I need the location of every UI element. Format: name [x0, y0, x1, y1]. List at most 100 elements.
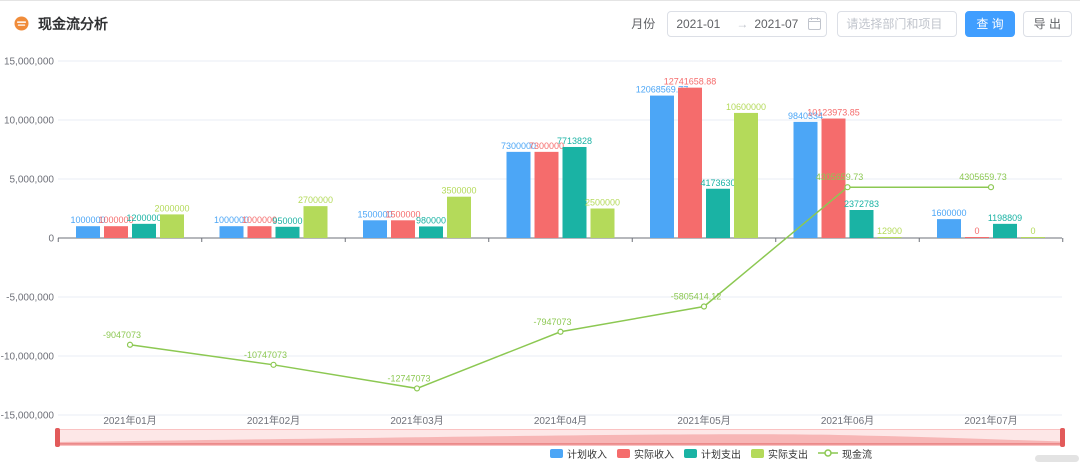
chart-bar[interactable]	[160, 214, 184, 238]
x-axis-category-label: 2021年02月	[247, 414, 300, 427]
legend-swatch	[751, 448, 764, 458]
chart-bar[interactable]	[447, 196, 471, 238]
export-button[interactable]: 导 出	[1022, 10, 1072, 37]
calendar-icon	[808, 17, 822, 30]
date-start-input[interactable]	[676, 16, 731, 31]
x-axis-category-label: 2021年04月	[534, 414, 587, 427]
project-select-input[interactable]	[837, 10, 958, 37]
x-axis-category-label: 2021年06月	[821, 414, 874, 427]
legend-label: 计划收入	[567, 449, 607, 461]
chart-bar[interactable]	[993, 223, 1017, 238]
chart-bar[interactable]	[506, 151, 531, 238]
datazoom-handle-right[interactable]	[1060, 428, 1065, 447]
date-end-input[interactable]	[754, 16, 809, 31]
legend-item[interactable]: 实际支出	[751, 446, 808, 461]
chart-legend: 计划收入 实际收入 计划支出 实际支出 现金流	[550, 445, 872, 461]
chart-bar[interactable]	[793, 121, 818, 238]
chart-bar[interactable]	[650, 95, 674, 238]
date-range-picker[interactable]: →	[667, 10, 828, 37]
toolbar: 现金流分析 月份 → 查 询 导 出	[0, 1, 1080, 46]
y-axis-tick-label: 5,000,000	[10, 175, 55, 186]
line-point-marker[interactable]	[126, 341, 134, 348]
chart-bar[interactable]	[104, 226, 128, 238]
chart-bar[interactable]	[219, 226, 244, 238]
bar-value-label: 1000000	[242, 215, 277, 225]
cashflow-chart: 15,000,000 10,000,000 5,000,000 0 -5,000,000…	[0, 46, 1080, 463]
legend-item[interactable]: 计划收入	[550, 446, 607, 461]
chart-bar[interactable]	[937, 219, 961, 238]
legend-swatch	[617, 448, 630, 458]
legend-swatch	[684, 448, 697, 458]
chart-canvas: 15,000,000 10,000,000 5,000,000 0 -5,000,000…	[1, 57, 1064, 427]
line-value-label: -7947073	[533, 317, 571, 327]
bar-value-label: 10600000	[726, 102, 766, 112]
bar-value-label: 9840334	[788, 111, 823, 121]
chart-bar[interactable]	[419, 226, 443, 238]
chart-bar[interactable]	[247, 226, 272, 238]
bar-value-label: 2000000	[154, 203, 189, 213]
chart-bar[interactable]	[132, 223, 156, 238]
chart-bar[interactable]	[391, 220, 415, 238]
legend-label: 计划支出	[701, 449, 741, 461]
chart-bar[interactable]	[76, 226, 100, 238]
chart-bar[interactable]	[821, 118, 846, 238]
bar-value-label: 0	[974, 226, 979, 236]
line-point-marker[interactable]	[844, 184, 851, 191]
legend-label: 现金流	[842, 449, 872, 461]
line-value-label: 4305659.73	[959, 172, 1007, 182]
chart-bar[interactable]	[1021, 237, 1045, 238]
chart-bar[interactable]	[562, 146, 587, 238]
bar-value-label: 1500000	[357, 209, 392, 219]
legend-item[interactable]: 计划支出	[684, 446, 741, 461]
coin-icon	[14, 16, 29, 31]
x-axis-category-label: 2021年05月	[677, 414, 730, 427]
chart-bar[interactable]	[590, 208, 615, 239]
query-button[interactable]: 查 询	[965, 10, 1015, 37]
chart-bar[interactable]	[849, 210, 874, 238]
chart-bar[interactable]	[965, 237, 989, 238]
bar-value-label: 1600000	[931, 208, 966, 218]
legend-item[interactable]: 现金流	[818, 446, 872, 461]
chart-bar[interactable]	[734, 112, 758, 238]
bar-value-label: 3500000	[441, 186, 476, 196]
y-axis-tick-label: 10,000,000	[4, 116, 54, 127]
datazoom-handle-left[interactable]	[55, 428, 60, 447]
chart-bar[interactable]	[877, 237, 902, 238]
line-point-marker[interactable]	[700, 303, 708, 310]
y-axis-tick-label: 15,000,000	[4, 57, 54, 68]
chart-bar[interactable]	[706, 188, 730, 238]
bar-value-label: 12068569.77	[636, 85, 689, 95]
x-axis-category-label: 2021年03月	[390, 414, 443, 427]
bar-value-label: 7713828	[557, 136, 592, 146]
line-value-label: -10747073	[244, 350, 287, 360]
line-point-marker[interactable]	[557, 328, 564, 335]
y-axis-tick-label: -15,000,000	[1, 411, 55, 422]
bar-value-label: 10123973.85	[807, 108, 860, 118]
bar-value-label: 2372783	[844, 199, 879, 209]
bar-value-label: 12741658.88	[664, 77, 717, 87]
bar-value-label: 1198809	[988, 213, 1022, 223]
scrollbar-thumb[interactable]	[1035, 455, 1079, 462]
x-axis-category-label: 2021年01月	[103, 414, 156, 427]
datazoom-preview	[58, 434, 1062, 445]
line-value-label: -5805414.12	[671, 292, 722, 302]
legend-item[interactable]: 实际收入	[617, 446, 674, 461]
chart-bar[interactable]	[678, 87, 702, 238]
x-axis-category-label: 2021年07月	[964, 414, 1017, 427]
line-point-marker[interactable]	[270, 361, 277, 368]
chart-bar[interactable]	[275, 226, 300, 238]
chart-bar[interactable]	[303, 206, 328, 238]
line-point-marker[interactable]	[987, 184, 995, 191]
filter-bar: 月份 → 查 询 导 出	[631, 10, 1072, 37]
bar-value-label: 1200000	[126, 213, 161, 223]
chart-bar[interactable]	[363, 220, 387, 238]
bar-value-label: 2700000	[298, 195, 333, 205]
y-axis-tick-label: -10,000,000	[1, 352, 55, 363]
legend-swatch	[550, 448, 563, 458]
datazoom-slider[interactable]	[55, 428, 1065, 447]
y-axis-tick-label: -5,000,000	[6, 293, 54, 304]
line-point-marker[interactable]	[413, 385, 421, 392]
bar-value-label: 980000	[416, 215, 446, 225]
bar-value-label: 1500000	[385, 209, 420, 219]
chart-bar[interactable]	[534, 151, 559, 238]
